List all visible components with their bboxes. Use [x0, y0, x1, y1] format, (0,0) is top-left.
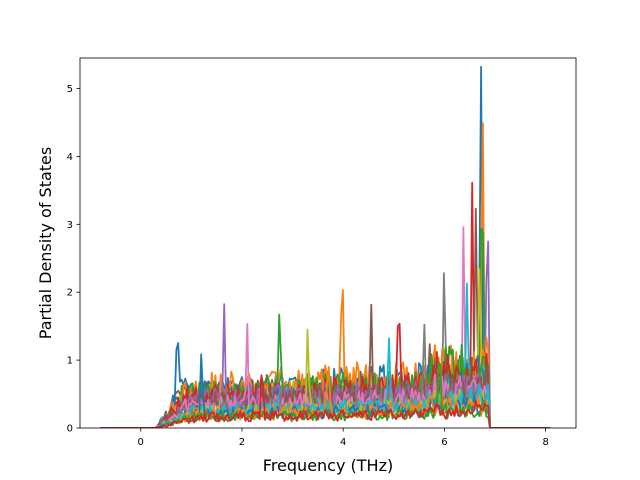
x-axis-label: Frequency (THz)	[263, 456, 393, 475]
pdos-series-line	[100, 322, 551, 428]
pdos-series-line	[100, 374, 551, 428]
y-tick-label: 4	[67, 152, 73, 163]
x-tick-label: 0	[138, 437, 144, 448]
y-tick-label: 5	[67, 84, 73, 95]
pdos-series-line	[100, 322, 551, 428]
x-tick-label: 8	[542, 437, 548, 448]
y-axis-label: Partial Density of States	[36, 147, 55, 339]
y-tick-label: 1	[67, 356, 73, 367]
x-axis-ticks: 0 2 4 6 8	[138, 428, 549, 448]
y-tick-label: 3	[67, 220, 73, 231]
x-tick-label: 4	[340, 437, 346, 448]
series-layer	[100, 65, 551, 428]
plot-frame	[79, 57, 577, 429]
x-tick-label: 2	[239, 437, 245, 448]
x-tick-label: 6	[441, 437, 447, 448]
y-tick-label: 0	[67, 424, 73, 435]
y-axis-ticks: 0 1 2 3 4 5	[67, 84, 80, 435]
y-tick-label: 2	[67, 288, 73, 299]
